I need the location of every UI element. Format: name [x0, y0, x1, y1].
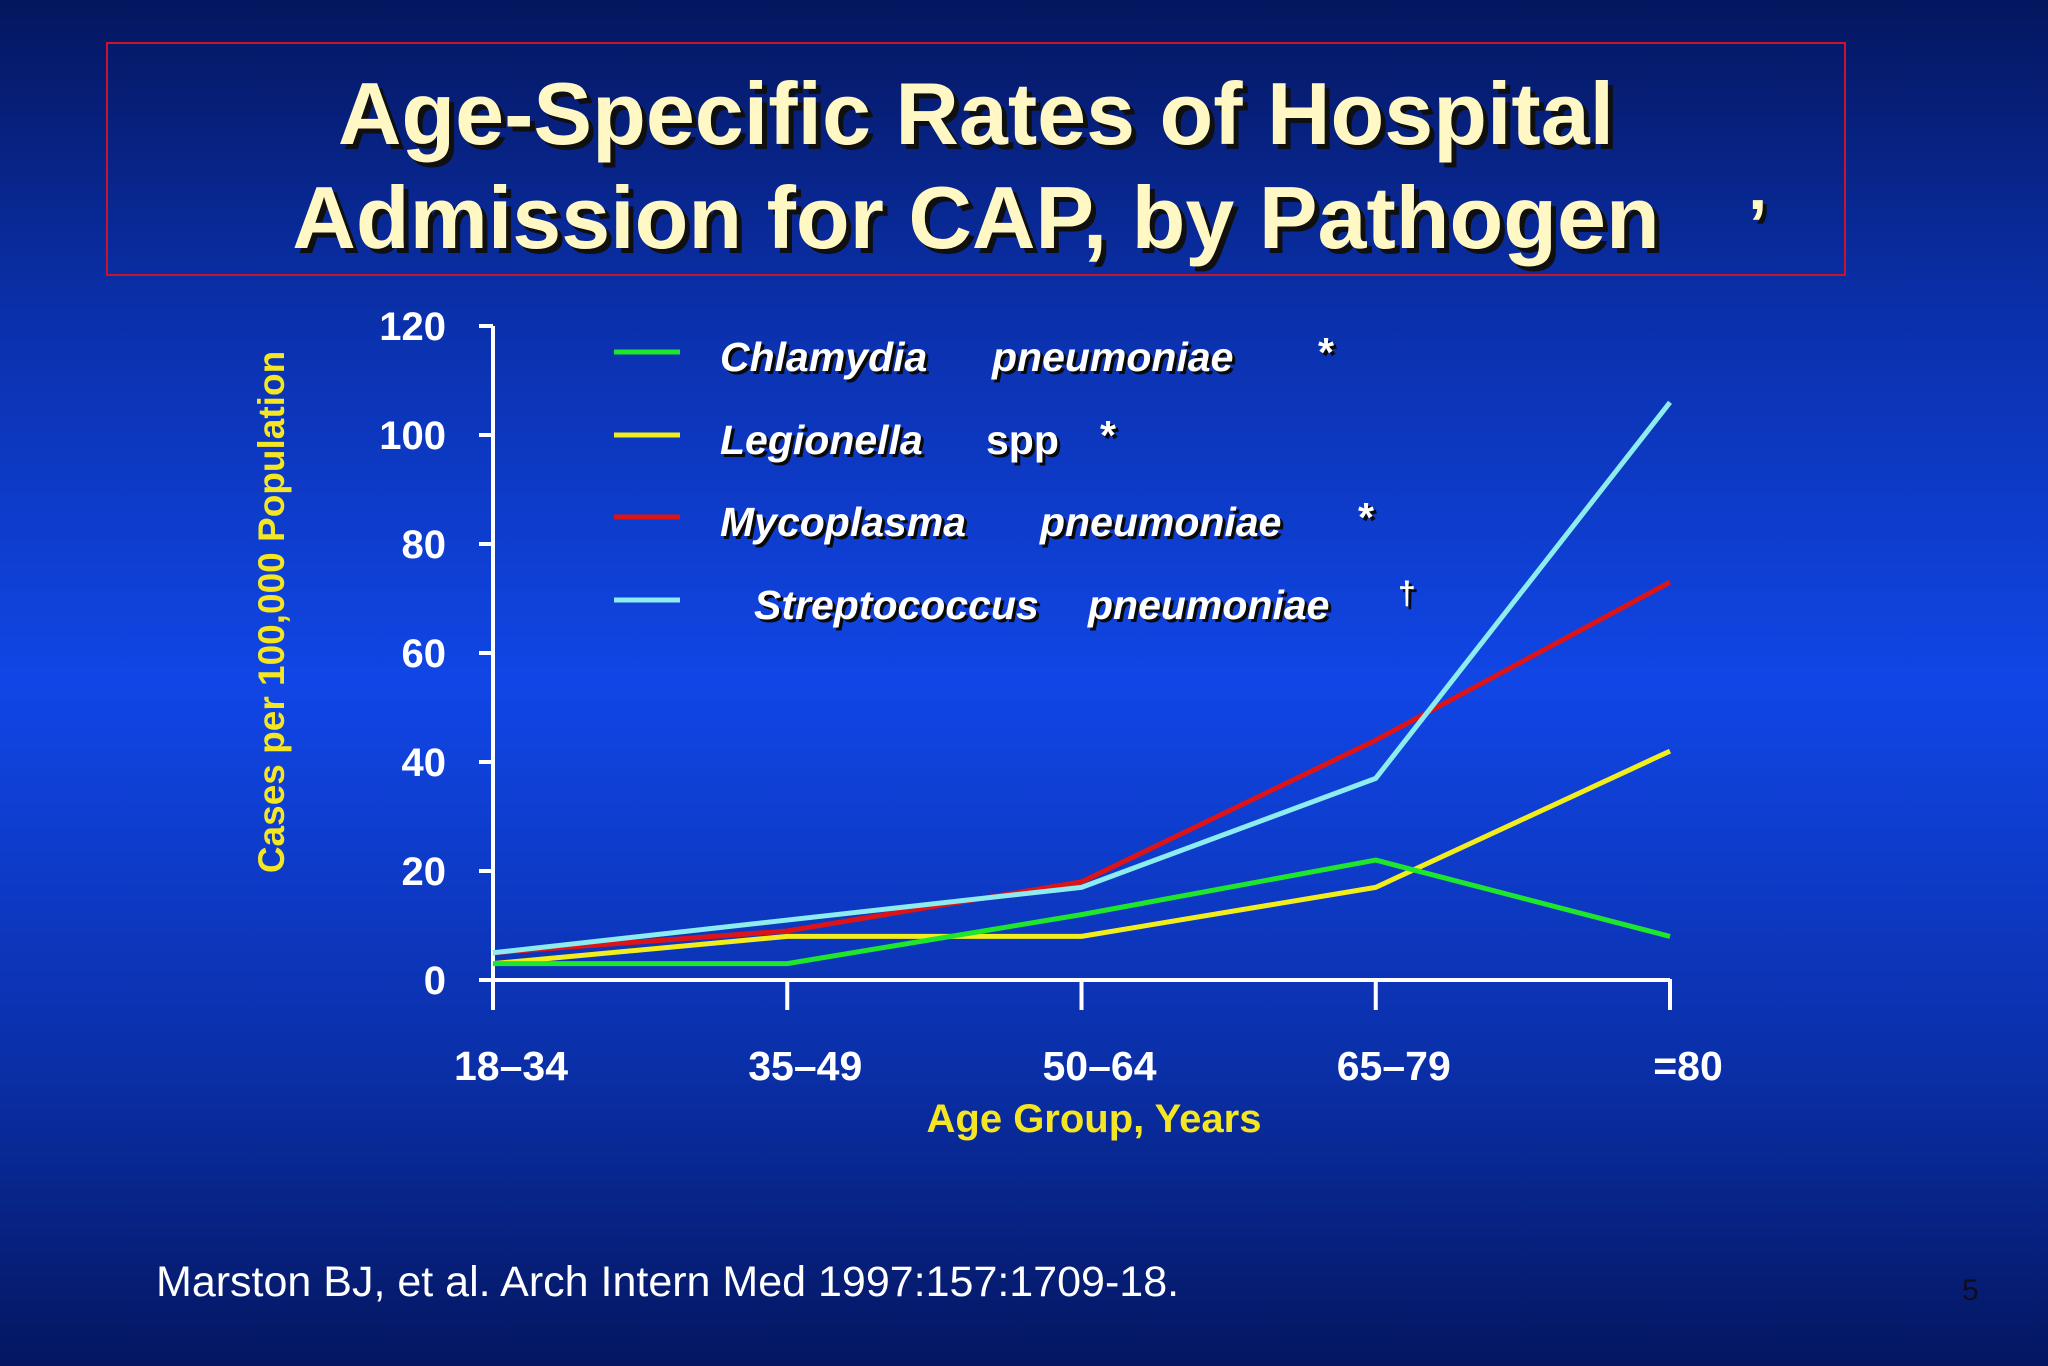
- x-tick-label: 50–64: [1042, 1043, 1156, 1089]
- legend-label: pneumoniae: [1039, 499, 1281, 545]
- x-tick-labels: 18–34 35–49 50–64 65–79 =80: [454, 1043, 1723, 1089]
- title-box: Age-Specific Rates of Hospital Admission…: [106, 42, 1846, 276]
- y-tick-label: 100: [379, 414, 446, 458]
- chart-axes: [479, 324, 1672, 1010]
- legend-label: Streptococcus: [754, 582, 1039, 628]
- x-tick-label: =80: [1653, 1043, 1723, 1089]
- x-tick-label: 65–79: [1337, 1043, 1451, 1089]
- y-tick-label: 60: [402, 632, 447, 676]
- legend-label: Legionella: [720, 417, 923, 463]
- slide-title-line1: Age-Specific Rates of Hospital: [337, 64, 1615, 163]
- legend: Chlamydia pneumoniae * Legionella spp * Mycopl…: [614, 329, 1416, 628]
- series-lines: [492, 400, 1672, 967]
- slide-title-line2: Admission for CAP, by Pathogen: [292, 168, 1660, 267]
- page-number: 5: [1962, 1274, 1979, 1307]
- y-tick-label: 0: [424, 959, 446, 1003]
- legend-label: spp: [986, 417, 1059, 463]
- series-line-legionella: [492, 748, 1672, 967]
- legend-mark: *: [1100, 412, 1116, 458]
- legend-mark: †: [1398, 575, 1416, 611]
- series-line-streptococcus: [492, 400, 1672, 956]
- legend-mark: *: [1318, 329, 1334, 375]
- y-tick-label: 80: [402, 523, 447, 567]
- y-tick-labels: 0 20 40 60 80 100 120: [379, 305, 446, 1003]
- y-tick-label: 20: [402, 850, 447, 894]
- citation: Marston BJ, et al. Arch Intern Med 1997:…: [156, 1258, 1180, 1306]
- legend-label: pneumoniae: [1087, 582, 1329, 628]
- legend-label: pneumoniae: [991, 334, 1233, 380]
- slide-title-mark: ’: [1748, 185, 1768, 263]
- x-tick-label: 35–49: [748, 1043, 862, 1089]
- y-axis-title: Cases per 100,000 Population: [251, 351, 292, 873]
- series-line-mycoplasma: [492, 579, 1672, 956]
- legend-mark: *: [1358, 494, 1374, 540]
- y-tick-label: 120: [379, 305, 446, 349]
- series-line-chlamydia: [493, 857, 1671, 967]
- y-tick-label: 40: [402, 741, 447, 785]
- x-axis-title: Age Group, Years: [927, 1097, 1262, 1141]
- x-tick-label: 18–34: [454, 1043, 568, 1089]
- legend-label: Chlamydia: [720, 334, 927, 380]
- legend-label: Mycoplasma: [720, 499, 966, 545]
